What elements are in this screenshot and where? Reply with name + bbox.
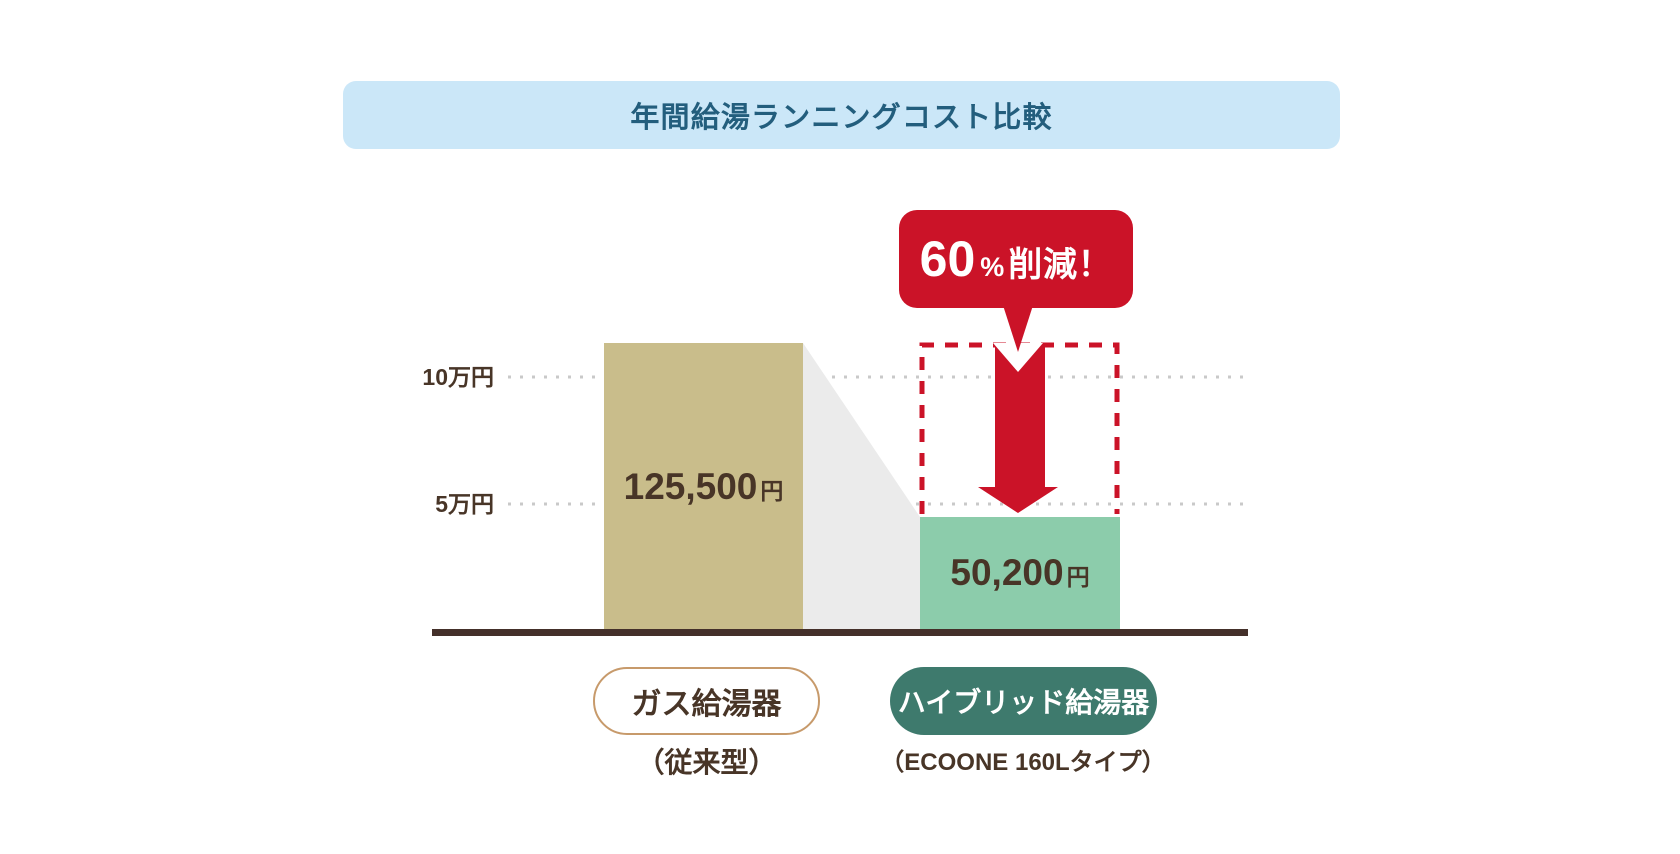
gas-value-number: 125,500: [623, 466, 758, 507]
reduction-label: 削減！: [1008, 246, 1113, 284]
reduction-percent-number: 60: [919, 231, 976, 287]
decline-wedge: [803, 343, 920, 629]
hybrid-value-unit: 円: [1066, 564, 1090, 590]
hybrid-category-label: ハイブリッド給湯器: [897, 687, 1150, 718]
gas-category-caption: （従来型）: [636, 747, 777, 778]
reduction-badge: 60 % 削減！: [899, 210, 1133, 308]
y-tick-50k: 5万円: [435, 491, 494, 517]
axis-line: [432, 629, 1248, 636]
hybrid-category-caption: （ECOONE 160Lタイプ）: [880, 749, 1166, 776]
gas-value-unit: 円: [760, 478, 784, 504]
hybrid-category-pill: ハイブリッド給湯器: [890, 667, 1157, 735]
gas-category-pill: ガス給湯器: [593, 667, 820, 735]
hybrid-value-number: 50,200: [950, 552, 1064, 593]
y-tick-100k: 10万円: [422, 364, 494, 390]
reduction-arrow: [978, 345, 1058, 513]
title-banner: 年間給湯ランニングコスト比較: [343, 81, 1340, 149]
gas-category-label: ガス給湯器: [631, 688, 782, 721]
arrow-notch: [993, 343, 1043, 372]
speech-bubble-tail: [1000, 296, 1036, 352]
chart-title: 年間給湯ランニングコスト比較: [630, 102, 1053, 134]
gas-bar: [604, 343, 803, 629]
hybrid-bar: [920, 517, 1120, 629]
reduction-percent-sign: %: [980, 252, 1005, 282]
gas-bar-value: 125,500 円: [604, 468, 803, 505]
hybrid-bar-value: 50,200 円: [920, 554, 1120, 591]
